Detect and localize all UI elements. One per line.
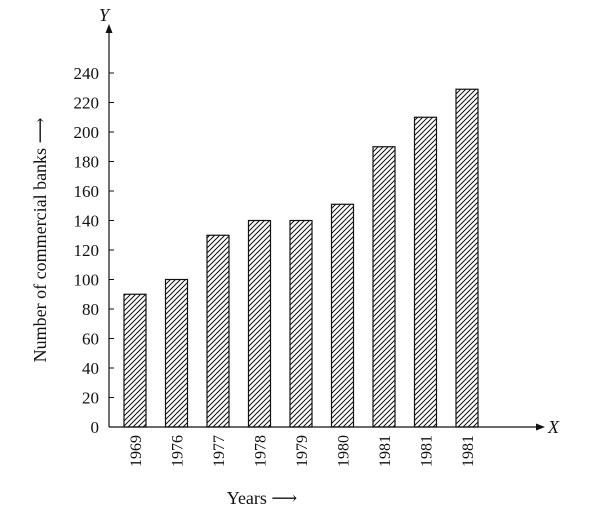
- y-tick-label: 20: [82, 389, 99, 408]
- bar-1980-5: [330, 203, 355, 428]
- y-tick-label: 180: [74, 153, 100, 172]
- x-axis-arrowhead: [536, 423, 545, 431]
- y-tick-label: 140: [74, 212, 100, 231]
- y-tick-label: 200: [74, 123, 100, 142]
- y-tick-label: 160: [74, 182, 100, 201]
- bar-1981-7: [413, 116, 438, 428]
- x-tick-label: 1981: [377, 435, 394, 467]
- bar-1981-6: [372, 146, 396, 428]
- y-tick-label: 0: [91, 418, 100, 437]
- x-tick-label: 1980: [336, 435, 353, 467]
- y-tick-label: 60: [82, 330, 99, 349]
- y-axis-letter: Y: [99, 5, 111, 25]
- x-axis-title: Years ⟶: [227, 488, 298, 508]
- x-tick-label: 1981: [419, 435, 436, 467]
- bar-1979-4: [289, 219, 313, 428]
- y-tick-label: 120: [74, 241, 100, 260]
- bar-1978-3: [247, 219, 272, 428]
- x-tick-label: 1979: [294, 435, 311, 467]
- y-axis-arrowhead: [105, 24, 113, 33]
- x-ticks-layer: 1969 1976 1977 1978 1979 1980 1981 1981 1981: [128, 435, 477, 467]
- x-tick-label: 1978: [253, 435, 270, 467]
- bar-1977-2: [206, 234, 230, 428]
- bar-1969-0: [123, 293, 147, 428]
- x-tick-label: 1977: [211, 435, 228, 467]
- x-tick-label: 1981: [460, 435, 477, 467]
- y-tick-label: 220: [74, 94, 100, 113]
- axes-layer: Y X: [99, 5, 560, 437]
- y-axis-title: Number of commercial banks ⟶: [30, 117, 50, 362]
- y-ticks-layer: 0 20 40 60 80 100 120 140 160 180 200 220 240: [74, 64, 114, 437]
- y-tick-label: 240: [74, 64, 100, 83]
- x-tick-label: 1976: [170, 435, 187, 467]
- y-tick-label: 100: [74, 271, 100, 290]
- y-tick-label: 40: [82, 359, 99, 378]
- bars-layer: [123, 88, 479, 428]
- y-tick-label: 80: [82, 300, 99, 319]
- x-tick-label: 1969: [128, 435, 145, 467]
- bar-1976-1: [164, 278, 189, 428]
- x-axis-letter: X: [547, 417, 560, 437]
- bar-1981-8: [455, 88, 479, 428]
